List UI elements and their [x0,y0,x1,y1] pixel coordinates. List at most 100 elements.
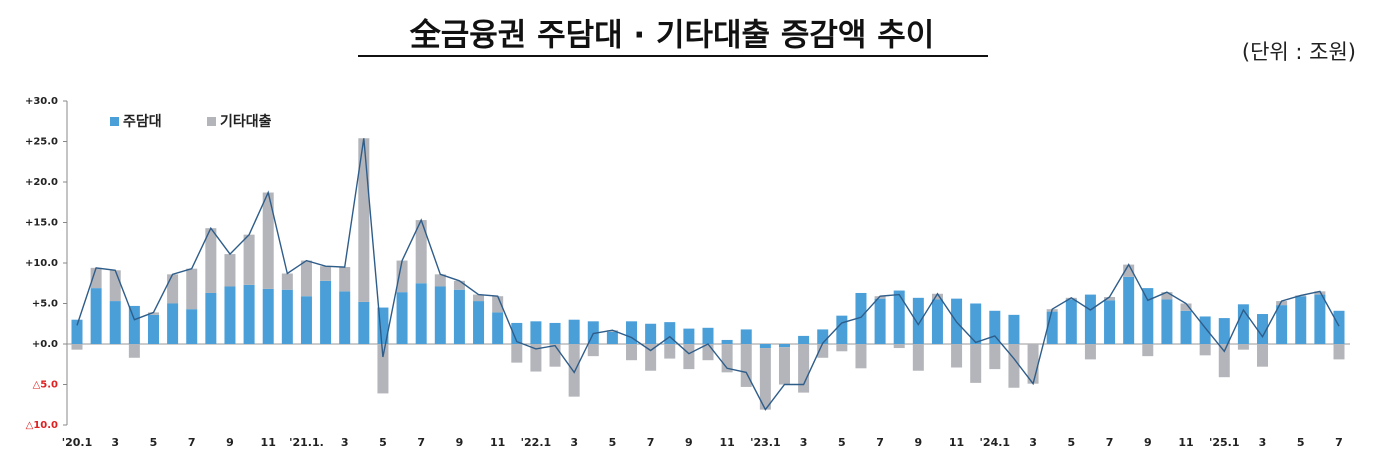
bar [855,344,867,369]
bar [874,296,886,299]
legend-label: 기타대출 [220,113,272,130]
bar [1046,311,1058,344]
bar [147,312,159,315]
x-tick-label: 5 [609,436,617,449]
bar [1161,292,1173,300]
bar [128,344,140,358]
bar [434,274,446,287]
x-tick-label: 11 [490,436,505,449]
x-tick-label: 5 [150,436,158,449]
bar [339,291,351,344]
bar [300,296,312,344]
x-tick-label: 5 [1297,436,1305,449]
bar [1180,303,1192,311]
y-tick-label: △10.0 [26,420,58,431]
x-tick-label: '25.1 [1209,436,1240,449]
bar [492,312,504,344]
bar [377,344,389,394]
x-tick-label: '23.1 [750,436,781,449]
x-tick-label: 3 [570,436,578,449]
bar [855,292,867,344]
bar [1180,310,1192,344]
bar [128,305,140,344]
bar [205,228,217,293]
bar [740,329,752,344]
bar [989,310,1001,344]
bar [243,234,255,285]
bar [568,319,580,344]
bar [817,344,829,358]
bar [874,298,886,344]
bar [606,331,618,344]
bar [759,344,771,349]
bar [626,321,638,344]
bar [377,307,389,344]
x-tick-label: 11 [949,436,964,449]
bar [1333,344,1345,360]
y-tick-label: +15.0 [25,218,58,229]
bar [224,254,236,287]
bar [683,344,695,370]
y-tick-label: +10.0 [25,258,58,269]
y-tick-label: +0.0 [32,339,58,350]
bar [1237,304,1249,344]
bar [1084,344,1096,360]
bar [568,344,580,397]
bar [893,344,905,349]
bar [167,303,179,344]
bar [147,314,159,344]
bar [339,267,351,292]
x-tick-label: 11 [1178,436,1193,449]
bar [702,327,714,344]
bar [1333,310,1345,344]
bar [205,292,217,344]
y-tick-label: +30.0 [25,96,58,107]
bar [224,286,236,344]
x-tick-label: 9 [915,436,923,449]
bar [186,268,198,310]
bar [1314,294,1326,344]
bar [511,322,523,344]
bar [71,319,83,344]
bar [931,293,943,300]
bar [453,280,465,290]
bar [530,321,542,344]
y-tick-label: +20.0 [25,177,58,188]
legend-label: 주담대 [123,113,162,130]
bar [320,266,332,281]
x-tick-label: 3 [111,436,119,449]
bar [893,290,905,344]
bar [1142,344,1154,357]
legend-swatch [207,117,216,126]
bar [1065,299,1077,344]
bar [645,323,657,344]
bar [970,303,982,344]
x-tick-label: 9 [1144,436,1152,449]
bar [1084,294,1096,344]
bar [473,294,485,302]
x-tick-label: 9 [685,436,693,449]
x-tick-label: 3 [1029,436,1037,449]
bar [798,335,810,344]
bar [109,301,121,344]
bar [836,315,848,344]
bar [664,344,676,359]
bar [778,344,790,348]
bar [817,329,829,344]
bar [530,344,542,372]
x-tick-label: 7 [876,436,884,449]
bar [1008,344,1020,388]
bar [1027,344,1039,384]
y-tick-label: +25.0 [25,137,58,148]
bar [721,344,733,373]
bar [1314,291,1326,295]
x-tick-label: '22.1 [521,436,552,449]
bar [511,344,523,363]
bar [453,289,465,344]
x-tick-label: 9 [226,436,234,449]
bar [1218,318,1230,344]
bar [626,344,638,361]
bar [281,273,293,290]
bar [71,344,83,350]
